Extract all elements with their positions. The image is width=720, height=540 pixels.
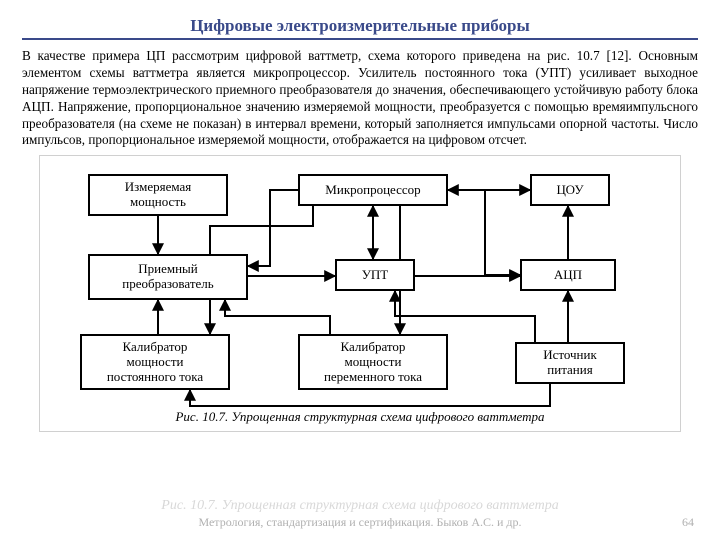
diagram-caption: Рис. 10.7. Упрощенная структурная схема … <box>40 409 680 425</box>
node-n2: Микропроцессор <box>298 174 448 206</box>
node-n4: Приемныйпреобразователь <box>88 254 248 300</box>
page-number: 64 <box>682 515 694 530</box>
node-n9: Источникпитания <box>515 342 625 384</box>
diagram-container: Измеряемаямощность Микропроцессор ЦОУ Прием… <box>39 155 681 432</box>
body-paragraph: В качестве примера ЦП рассмотрим цифрово… <box>22 48 698 149</box>
node-n7: Калибратормощностипостоянного тока <box>80 334 230 390</box>
node-n1: Измеряемаямощность <box>88 174 228 216</box>
title-divider <box>22 38 698 40</box>
ghost-caption: Рис. 10.7. Упрощенная структурная схема … <box>0 498 720 514</box>
footer-text: Метрология, стандартизация и сертификаци… <box>0 515 720 530</box>
node-n6: АЦП <box>520 259 616 291</box>
node-n3: ЦОУ <box>530 174 610 206</box>
page-title: Цифровые электроизмерительные приборы <box>22 16 698 36</box>
node-n5: УПТ <box>335 259 415 291</box>
node-n8: Калибратормощностипеременного тока <box>298 334 448 390</box>
